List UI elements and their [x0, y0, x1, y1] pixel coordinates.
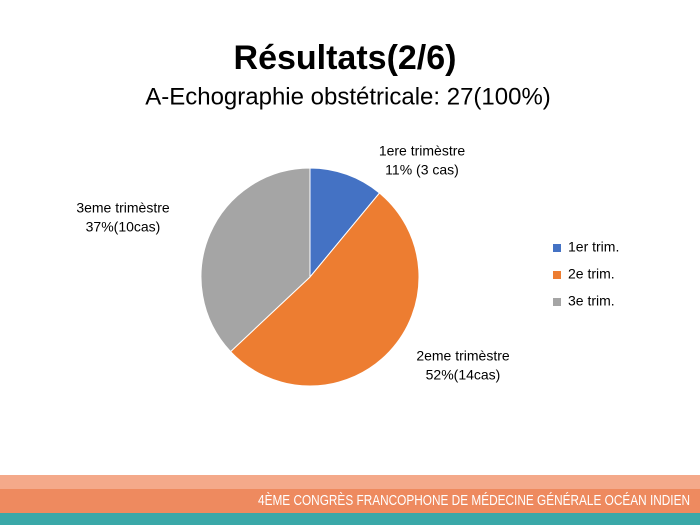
chart-subtitle: A-Echographie obstétricale: 27(100%): [145, 83, 551, 110]
legend-swatch: [553, 271, 561, 279]
data-label-name: 2eme trimèstre: [416, 348, 510, 364]
pie-slice: [200, 167, 311, 353]
pie-slice: [229, 192, 420, 387]
footer-band: [0, 513, 700, 525]
data-label-name: 1ere trimèstre: [379, 143, 466, 159]
footer-text: 4ÈME CONGRÈS FRANCOPHONE DE MÉDECINE GÉN…: [258, 492, 690, 509]
footer-band: [0, 475, 700, 489]
legend-swatch: [553, 244, 561, 252]
chart-title: Résultats(2/6): [234, 39, 457, 77]
data-label: 11% (3 cas): [385, 162, 459, 178]
data-label: 52%(14cas): [426, 367, 501, 383]
legend-label: 1er trim.: [568, 239, 619, 255]
data-label: 37%(10cas): [86, 219, 161, 235]
data-label-name: 3eme trimèstre: [76, 200, 170, 216]
footer-band: [0, 489, 700, 513]
legend-label: 3e trim.: [568, 293, 615, 309]
pie-slice: [309, 167, 381, 279]
legend-label: 2e trim.: [568, 266, 615, 282]
legend-swatch: [553, 298, 561, 306]
